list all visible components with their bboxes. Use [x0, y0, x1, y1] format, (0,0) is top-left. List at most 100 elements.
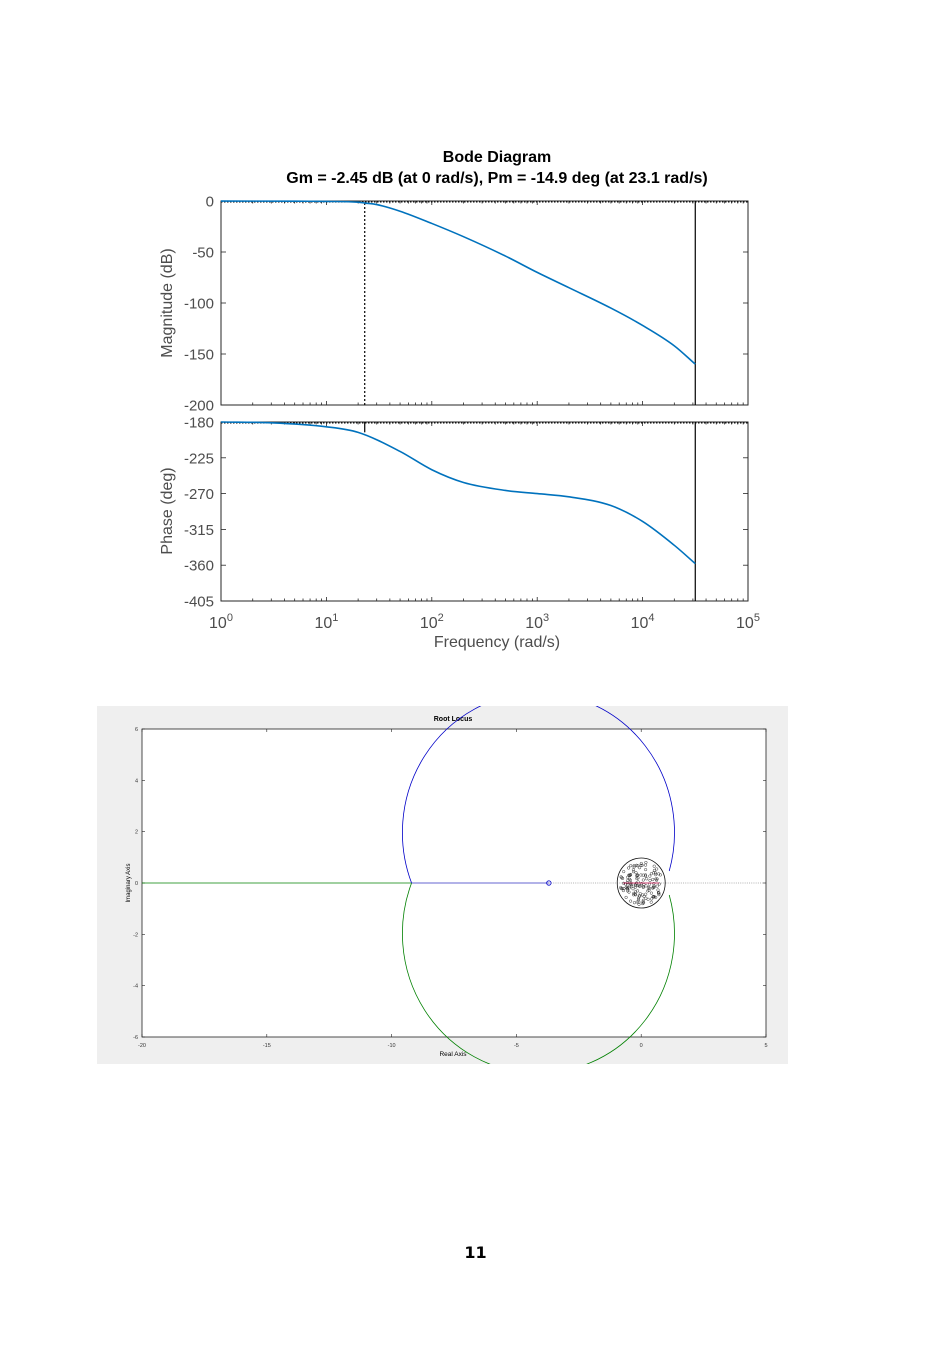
- rl-cluster-mark: [632, 870, 636, 874]
- page-number: 11: [464, 1243, 487, 1262]
- rl-y-tick-label: 4: [135, 778, 138, 784]
- rl-cluster-mark: [630, 885, 634, 889]
- rl-x-tick-label: -15: [263, 1043, 271, 1049]
- root-locus-branches: -20 -15 -10 -5 0 5 6 4 2 0 -2 -4 -6: [133, 706, 768, 1064]
- frequency-tick-exponent: 5: [754, 612, 760, 624]
- frequency-x-label: Frequency (rad/s): [434, 634, 560, 651]
- rl-cluster-mark: [657, 893, 661, 897]
- rl-y-tick-label: 6: [135, 727, 138, 733]
- bode-subtitle: Gm = -2.45 dB (at 0 rad/s), Pm = -14.9 d…: [286, 170, 708, 187]
- rl-cluster-mark: [654, 871, 658, 875]
- root-locus-x-label: Real Axis: [439, 1051, 467, 1058]
- root-locus-plot: Root Locus -20 -15 -10 -5 0 5 6 4 2 0 -2 -4 -6 Real …: [126, 706, 768, 1064]
- rl-cluster-mark: [648, 874, 652, 878]
- rl-cluster-mark: [626, 875, 630, 879]
- rl-cluster-mark: [627, 873, 631, 877]
- magnitude-tick-label: -50: [192, 245, 214, 262]
- rl-upper-branch: [402, 706, 675, 884]
- rl-cluster-mark: [644, 892, 648, 896]
- rl-cluster-mark: [654, 877, 658, 881]
- rl-x-tick-label: -20: [138, 1043, 146, 1049]
- phase-axes: -180 -225 -270 -315 -360 -405: [184, 415, 749, 611]
- magnitude-plot-frame: [220, 200, 749, 406]
- rl-cluster-mark: [641, 900, 645, 904]
- magnitude-curve: [220, 200, 696, 365]
- rl-cluster-outline: [616, 857, 666, 909]
- root-locus-y-label: Imaginary Axis: [126, 863, 132, 902]
- frequency-tick-label: 102: [420, 612, 444, 632]
- root-locus-panel: Root Locus -20 -15 -10 -5 0 5 6 4 2 0 -2 -4 -6 Real …: [97, 706, 788, 1064]
- rl-cluster-mark: [639, 863, 643, 867]
- phase-tick-label: -180: [184, 415, 214, 432]
- rl-y-tick-label: -4: [133, 984, 138, 990]
- rl-cluster-mark: [620, 876, 624, 880]
- frequency-tick-exponent: 1: [332, 612, 338, 624]
- rl-cluster-mark: [649, 891, 653, 895]
- rl-cluster-mark: [652, 864, 656, 868]
- rl-cluster-mark: [635, 900, 639, 904]
- root-locus-title: Root Locus: [434, 716, 473, 723]
- magnitude-y-label: Magnitude (dB): [159, 248, 176, 357]
- rl-y-tick-label: 2: [135, 830, 138, 836]
- rl-cluster-mark: [656, 888, 660, 892]
- rl-cluster-mark: [624, 885, 628, 889]
- rl-cluster-mark: [640, 863, 644, 867]
- phase-tick-label: -315: [184, 522, 214, 539]
- rl-cluster-mark: [627, 866, 631, 870]
- rl-cluster-mark: [632, 865, 636, 869]
- rl-cluster-mark: [644, 868, 648, 872]
- rl-cluster-mark: [646, 889, 650, 893]
- rl-cluster-mark: [651, 895, 655, 899]
- frequency-tick-label: 103: [525, 612, 549, 632]
- rl-cluster-mark: [634, 893, 638, 897]
- rl-cluster-mark: [639, 882, 644, 886]
- rl-cluster-mark: [641, 873, 645, 877]
- rl-cluster-mark: [654, 873, 658, 877]
- rl-cluster-mark: [641, 893, 645, 897]
- rl-y-tick-label: 0: [135, 881, 138, 887]
- phase-curve: [220, 421, 696, 565]
- rl-cluster-mark: [631, 887, 635, 891]
- rl-cluster-mark: [632, 901, 636, 905]
- rl-zero-marker: [546, 880, 552, 886]
- magnitude-tick-label: -200: [184, 398, 214, 415]
- frequency-tick-exponent: 0: [227, 612, 233, 624]
- phase-tick-label: -225: [184, 450, 214, 467]
- frequency-tick-label: 104: [631, 612, 655, 632]
- bode-title: Bode Diagram: [443, 149, 551, 166]
- frequency-tick-exponent: 2: [438, 612, 444, 624]
- phase-tick-label: -405: [184, 594, 214, 611]
- magnitude-tick-label: 0: [206, 194, 214, 211]
- phase-y-label: Phase (deg): [159, 467, 176, 554]
- rl-cluster-mark: [655, 867, 659, 871]
- phase-plot-frame: [220, 421, 749, 602]
- magnitude-axes: 0 -50 -100 -150 -200: [184, 194, 749, 415]
- rl-cluster-mark: [644, 863, 648, 867]
- rl-cluster-mark: [627, 890, 631, 894]
- rl-cluster-mark: [619, 875, 623, 879]
- rl-cluster-mark: [636, 864, 640, 868]
- rl-cluster-mark: [642, 894, 646, 899]
- rl-cluster-mark: [638, 866, 642, 870]
- rl-cluster-mark: [643, 873, 648, 877]
- rl-cluster-mark: [651, 877, 655, 882]
- rl-cluster-mark: [657, 872, 661, 876]
- rl-cluster-mark: [628, 878, 632, 882]
- rl-x-tick-label: -5: [514, 1043, 519, 1049]
- rl-cluster-mark: [645, 877, 649, 881]
- rl-cluster-mark: [641, 898, 645, 902]
- rl-cluster-mark: [629, 864, 633, 868]
- rl-cluster-mark: [624, 895, 628, 899]
- magnitude-tick-label: -100: [184, 296, 214, 313]
- rl-cluster-mark: [644, 884, 648, 888]
- rl-cluster-mark: [631, 868, 635, 872]
- rl-cluster-mark: [626, 883, 630, 887]
- frequency-tick-label: 101: [314, 612, 338, 632]
- rl-cluster-mark: [652, 884, 656, 888]
- rl-cluster-mark: [639, 861, 643, 866]
- rl-cluster-mark: [622, 870, 626, 874]
- rl-cluster-mark: [635, 874, 639, 878]
- frequency-tick-label: 105: [736, 612, 760, 632]
- phase-tick-label: -270: [184, 486, 214, 503]
- rl-cluster-mark: [652, 871, 656, 875]
